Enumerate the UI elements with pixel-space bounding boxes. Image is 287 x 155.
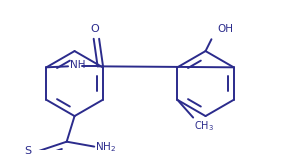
Text: CH$_3$: CH$_3$ bbox=[194, 120, 214, 133]
Text: NH: NH bbox=[70, 60, 86, 70]
Text: NH$_2$: NH$_2$ bbox=[95, 141, 116, 155]
Text: S: S bbox=[24, 146, 31, 155]
Text: OH: OH bbox=[217, 24, 233, 34]
Text: O: O bbox=[90, 24, 99, 34]
